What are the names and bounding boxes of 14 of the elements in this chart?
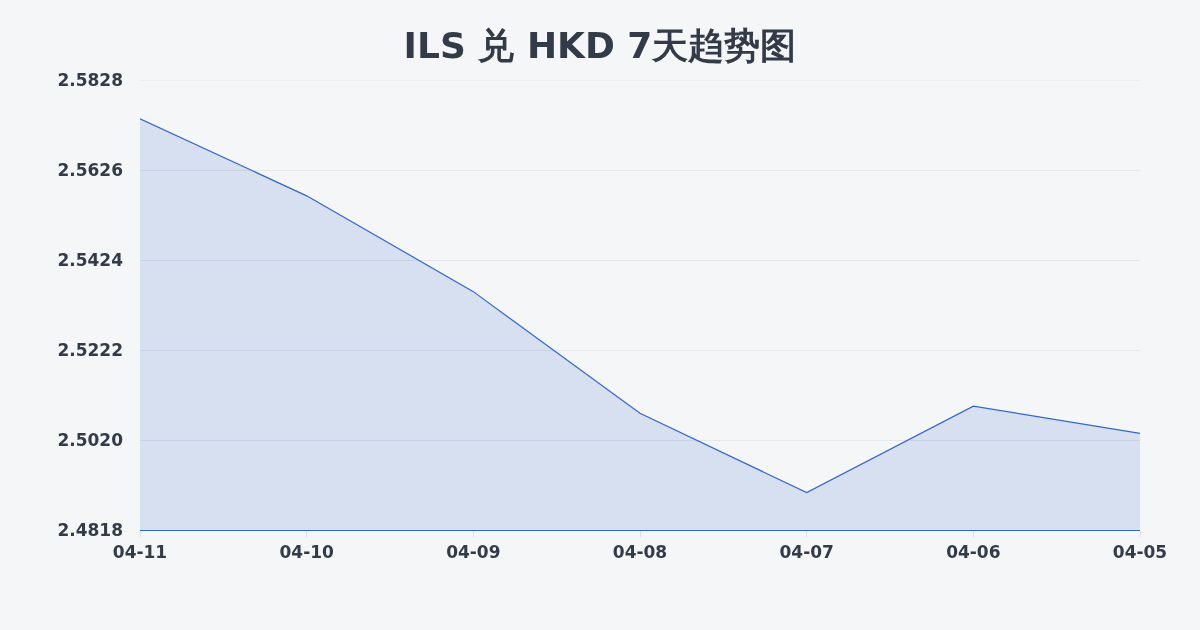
x-tick-label: 04-06 <box>946 541 1001 562</box>
y-tick-label: 2.5020 <box>57 429 124 450</box>
chart-title: ILS 兑 HKD 7天趋势图 <box>403 24 797 66</box>
x-tick-label: 04-05 <box>1112 541 1168 562</box>
y-tick-label: 2.4818 <box>57 519 123 540</box>
x-tick-label: 04-11 <box>112 541 168 562</box>
x-tick-label: 04-08 <box>612 541 668 562</box>
y-tick-label: 2.5222 <box>57 339 123 360</box>
y-tick-label: 2.5828 <box>57 69 123 90</box>
y-tick-label: 2.5626 <box>57 159 123 180</box>
x-tick-label: 04-07 <box>779 541 834 562</box>
y-tick-label: 2.5424 <box>57 249 124 270</box>
x-tick-label: 04-10 <box>279 541 335 562</box>
x-tick-label: 04-09 <box>446 541 501 562</box>
